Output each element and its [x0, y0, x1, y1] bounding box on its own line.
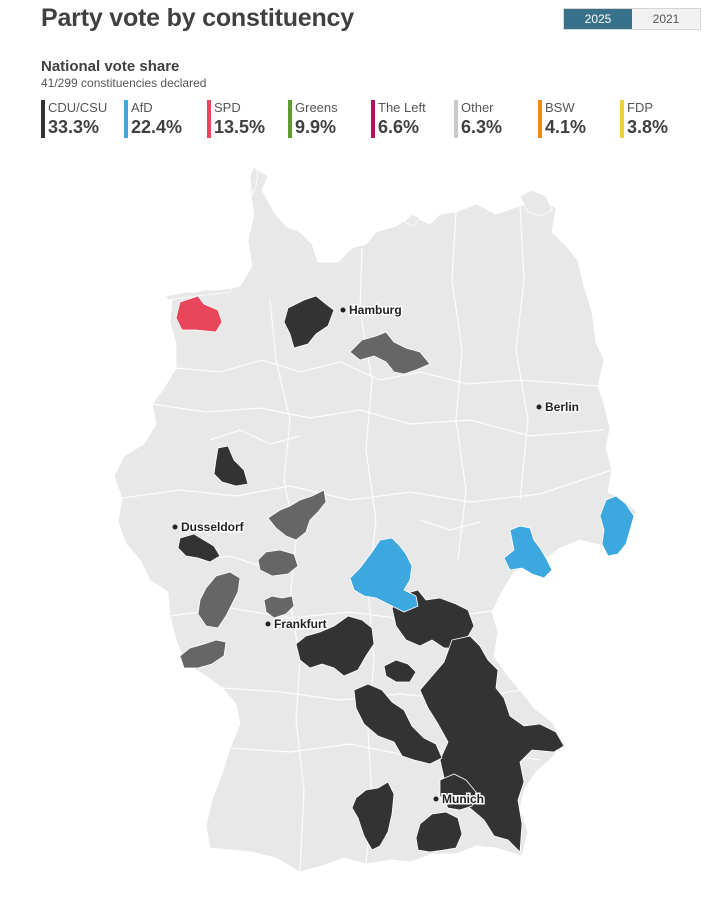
city-frankfurt: Frankfurt: [265, 616, 328, 633]
constituency-spd-ostfriesland[interactable]: [175, 295, 223, 333]
constituency-other-hessen-north[interactable]: [257, 549, 299, 577]
constituency-cdu-franconia-west[interactable]: [295, 615, 375, 677]
city-dot: [340, 307, 346, 313]
north-sea-islands: [165, 287, 233, 301]
legend-swatch: [371, 100, 375, 138]
city-dot: [265, 621, 271, 627]
city-label-berlin: Berlin: [545, 400, 579, 414]
city-label-dusseldorf: Dusseldorf: [181, 520, 245, 534]
legend-swatch: [538, 100, 542, 138]
constituency-cdu-upper-bavaria[interactable]: [439, 773, 477, 811]
constituency-other-lueneburg[interactable]: [349, 331, 431, 375]
city-munich: Munich: [433, 791, 486, 808]
constituency-afd-saxony-central[interactable]: [503, 525, 553, 579]
party-name: BSW: [545, 100, 575, 115]
constituency-afd-thuringia[interactable]: [349, 537, 419, 613]
constituency-other-palatinate[interactable]: [179, 639, 227, 669]
legend-item-greens: Greens 9.9%: [288, 100, 338, 138]
party-name: SPD: [214, 100, 241, 115]
party-share: 4.1%: [545, 117, 587, 137]
ruegen-island: [519, 189, 553, 217]
year-2025-button[interactable]: 2025: [564, 9, 632, 29]
constituency-afd-saxony-east[interactable]: [599, 495, 635, 557]
party-share: 6.6%: [378, 117, 420, 137]
legend-item-bsw: BSW 4.1%: [538, 100, 586, 138]
constituency-cdu-upper-bavaria-south[interactable]: [415, 811, 463, 853]
party-share: 6.3%: [461, 117, 503, 137]
party-name: FDP: [627, 100, 653, 115]
legend-swatch: [454, 100, 458, 138]
party-share: 22.4%: [131, 117, 183, 137]
city-dusseldorf: Dusseldorf: [172, 519, 246, 536]
party-name: Other: [461, 100, 494, 115]
constituency-cdu-allgaeu[interactable]: [351, 781, 395, 851]
city-dot: [536, 404, 542, 410]
constituency-other-hessen-central[interactable]: [263, 595, 295, 619]
legend-swatch: [288, 100, 292, 138]
constituency-cdu-near-hamburg[interactable]: [283, 295, 335, 349]
constituency-other-rhine-west[interactable]: [197, 571, 241, 629]
year-2021-button[interactable]: 2021: [632, 9, 700, 29]
party-name: AfD: [131, 100, 153, 115]
section-subtitle: National vote share: [41, 58, 180, 75]
legend-swatch: [124, 100, 128, 138]
constituency-cdu-muenster[interactable]: [213, 445, 249, 487]
declared-count: 41/299 constituencies declared: [41, 76, 207, 90]
city-label-frankfurt: Frankfurt: [274, 617, 327, 631]
city-label-hamburg: Hamburg: [349, 303, 402, 317]
party-share: 3.8%: [627, 117, 669, 137]
legend-item-other: Other 6.3%: [454, 100, 502, 138]
page-title: Party vote by constituency: [41, 4, 354, 32]
legend-item-fdp: FDP 3.8%: [620, 100, 668, 138]
legend-swatch: [620, 100, 624, 138]
sylt-island: [249, 165, 259, 197]
party-name: Greens: [295, 100, 338, 115]
legend-item-afd: AfD 22.4%: [124, 100, 182, 138]
legend-item-cdu-csu: CDU/CSU 33.3%: [41, 100, 107, 138]
party-share: 13.5%: [214, 117, 266, 137]
party-name: The Left: [378, 100, 426, 115]
legend-item-the-left: The Left 6.6%: [371, 100, 426, 138]
constituency-other-hannover-region[interactable]: [267, 489, 327, 541]
city-dot: [433, 796, 439, 802]
party-share: 33.3%: [48, 117, 100, 137]
constituency-cdu-middle-franconia[interactable]: [383, 659, 417, 683]
city-berlin: Berlin: [536, 399, 581, 416]
constituency-cdu-swabia[interactable]: [353, 683, 443, 765]
legend-swatch: [207, 100, 211, 138]
party-name: CDU/CSU: [48, 100, 108, 115]
fehmarn-island: [403, 213, 421, 227]
constituency-cdu-rhein-sieg[interactable]: [177, 533, 221, 563]
constituency-cdu-bavaria-east[interactable]: [419, 635, 565, 853]
city-hamburg: Hamburg: [340, 302, 403, 319]
city-label-munich: Munich: [442, 792, 484, 806]
legend-swatch: [41, 100, 45, 138]
year-toggle[interactable]: 2025 2021: [563, 8, 701, 30]
city-dot: [172, 524, 178, 530]
party-share: 9.9%: [295, 117, 337, 137]
legend-item-spd: SPD 13.5%: [207, 100, 265, 138]
